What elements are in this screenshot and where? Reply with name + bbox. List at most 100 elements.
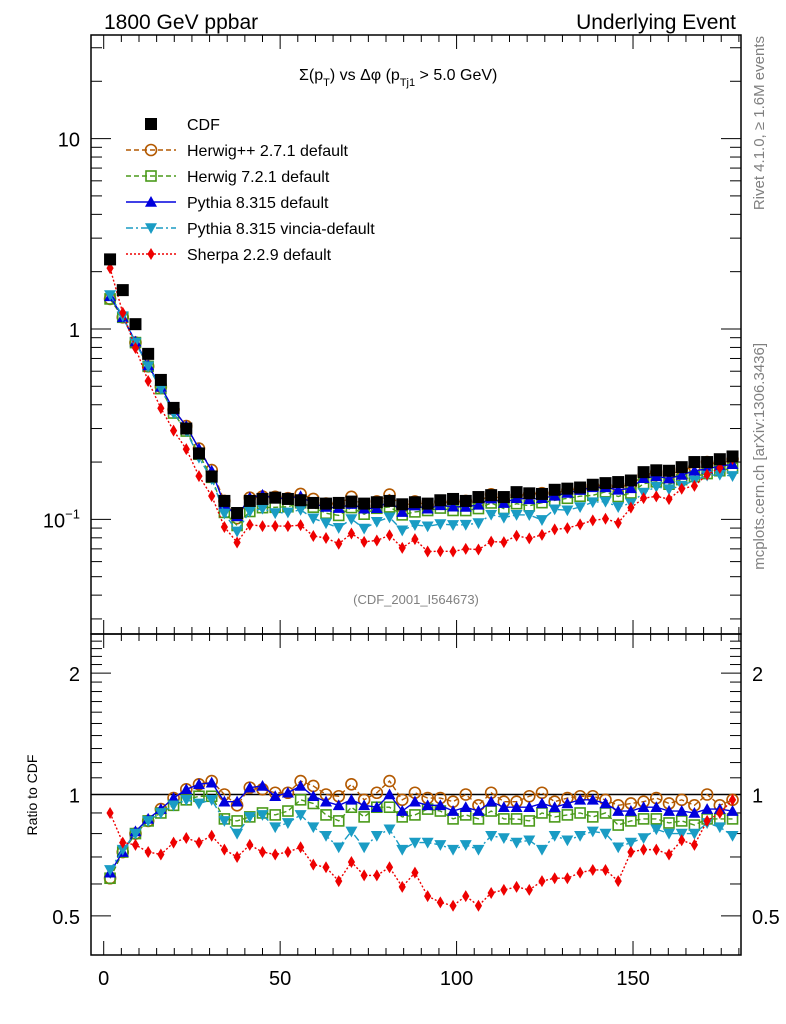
cdf-data-point (599, 477, 612, 490)
y-tick-label: 1 (69, 320, 80, 342)
cdf-data-point (624, 474, 637, 487)
ratio-point (271, 848, 279, 861)
ratio-point (561, 835, 574, 847)
legend-label: CDF (187, 117, 220, 134)
title-sigma: Σ(p (299, 67, 323, 84)
cdf-data-point (358, 497, 371, 510)
ratio-point (449, 899, 457, 912)
data-point (459, 519, 472, 531)
data-point (231, 526, 244, 538)
data-point (497, 512, 510, 524)
cdf-data-point (713, 453, 726, 466)
data-point (307, 513, 320, 525)
ratio-point (396, 805, 409, 816)
analysis-id-label: (CDF_2001_I564673) (353, 592, 479, 607)
ratio-point (459, 788, 473, 801)
data-point (485, 509, 498, 521)
cdf-data-point (383, 494, 396, 507)
data-point (284, 520, 292, 533)
ratio-point (345, 777, 358, 791)
data-point (612, 483, 625, 495)
data-point (551, 523, 559, 536)
data-point (538, 528, 546, 541)
ratio-point (601, 863, 610, 876)
data-point (220, 520, 228, 533)
ratio-point (256, 810, 269, 821)
ratio-point (258, 846, 267, 859)
ratio-point (624, 837, 637, 849)
data-point (195, 470, 203, 483)
ratio-point (525, 883, 533, 896)
data-point (347, 527, 356, 540)
ratio-y-tick-label-right: 1 (752, 786, 763, 808)
data-point (144, 375, 152, 388)
ratio-point (116, 844, 129, 856)
ratio-point (612, 842, 625, 854)
legend-label: Pythia 8.315 vincia-default (187, 221, 375, 238)
ratio-point (345, 793, 358, 805)
ratio-point (510, 801, 523, 813)
ratio-point (383, 824, 396, 836)
data-point (599, 496, 612, 508)
data-point (142, 361, 155, 373)
legend: CDF Herwig++ 2.7.1 default Herwig 7.2.1 de… (126, 117, 375, 264)
ratio-point (154, 808, 167, 819)
data-point (385, 529, 394, 542)
cdf-data-point (345, 495, 358, 508)
data-point (688, 464, 701, 476)
cdf-data-point (726, 450, 739, 463)
ratio-point (335, 875, 343, 888)
data-point (612, 502, 625, 513)
ratio-point (726, 805, 739, 816)
data-point (589, 514, 597, 527)
data-point (424, 545, 432, 558)
cdf-data-point (180, 422, 193, 435)
ratio-point (574, 830, 587, 842)
data-point (510, 510, 523, 521)
ratio-point (320, 809, 332, 821)
x-tick-label: 0 (98, 968, 109, 990)
ratio-point (192, 798, 205, 810)
data-point (500, 536, 508, 549)
ratio-point (129, 828, 142, 840)
legend-label: Sherpa 2.2.9 default (187, 247, 332, 264)
plot-title: Σ(pT) vs Δφ (pTj1 > 5.0 GeV) (299, 67, 497, 89)
data-point (411, 533, 419, 546)
data-point (243, 506, 256, 518)
ratio-y-tick-label: 0.5 (52, 907, 80, 929)
series-line-3 (109, 294, 733, 533)
ratio-point (675, 805, 688, 816)
ratio-point (332, 799, 345, 811)
cdf-data-point (332, 496, 345, 509)
ratio-point (307, 790, 320, 802)
data-point (320, 518, 333, 530)
series-line-4 (109, 267, 733, 553)
ratio-point (218, 816, 231, 827)
ratio-point (421, 799, 434, 811)
ratio-point (688, 828, 701, 840)
ratio-point (408, 837, 421, 849)
ratio-point (358, 799, 371, 811)
ratio-point (345, 826, 358, 838)
data-point (335, 537, 343, 550)
ratio-point (370, 830, 383, 842)
data-point (665, 493, 673, 506)
data-point (535, 515, 548, 526)
cdf-data-point (701, 456, 714, 469)
data-point (678, 482, 686, 495)
data-point (726, 471, 739, 482)
ratio-point (411, 866, 419, 879)
data-point (624, 482, 637, 494)
ratio-series-layer (103, 774, 739, 912)
ratio-point (246, 838, 254, 851)
ratio-point (294, 810, 307, 821)
cdf-data-point (663, 464, 676, 477)
header-left-label: 1800 GeV ppbar (104, 11, 258, 34)
ratio-point (398, 880, 406, 893)
data-point (256, 503, 269, 515)
ratio-point (574, 793, 587, 805)
ratio-point (497, 833, 510, 845)
data-point (447, 520, 460, 531)
y-tick-label-base: 10 (43, 510, 65, 532)
